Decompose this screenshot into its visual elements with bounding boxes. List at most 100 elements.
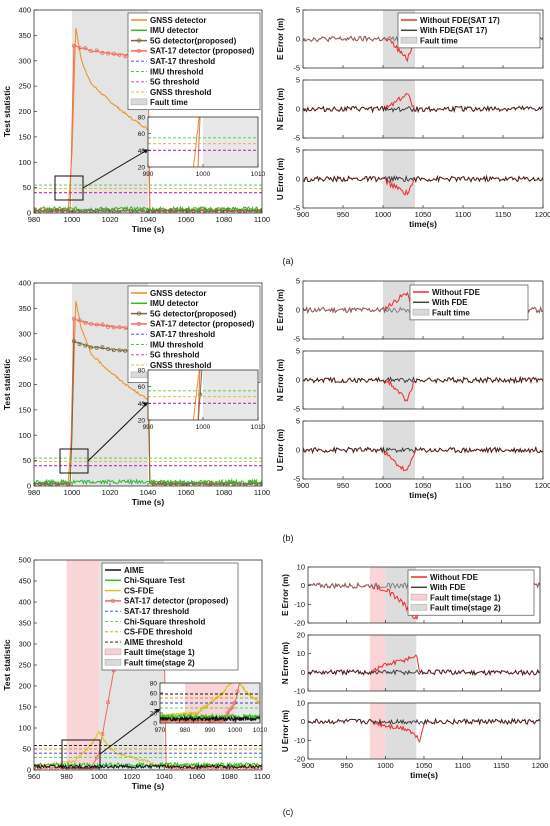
series-marker — [160, 433, 163, 436]
y-tick-label: 60 — [150, 691, 158, 698]
x-tick-label: 1020 — [102, 215, 119, 224]
legend-swatch — [130, 98, 148, 106]
legend-entry: With FDE(SAT 17) — [420, 26, 488, 35]
x-tick-label: 960 — [28, 772, 41, 781]
x-tick-label: 1080 — [221, 772, 238, 781]
x-tick-label: 1150 — [495, 481, 511, 490]
series-marker — [157, 178, 160, 181]
error-subplot: -5 0 5 E Error (m) — [276, 277, 544, 344]
series-marker — [100, 345, 105, 350]
x-tick-label: 1100 — [455, 761, 471, 770]
series-marker — [160, 178, 163, 181]
series-marker — [171, 177, 174, 180]
series-marker — [166, 179, 169, 182]
axes-frame — [302, 9, 544, 69]
series-marker — [60, 208, 65, 213]
with-fde-line — [303, 445, 543, 455]
series-marker — [94, 322, 99, 327]
legend-box — [101, 562, 239, 671]
series-marker — [152, 179, 155, 182]
y-tick-label: 5 — [296, 76, 300, 85]
series-marker — [258, 591, 261, 594]
series-marker — [237, 178, 240, 181]
x-tick-label: 1000 — [375, 210, 392, 219]
inset-fault-region — [203, 370, 258, 420]
fault-region-stage1 — [369, 635, 386, 691]
y-tick-label: 40 — [150, 701, 158, 708]
legend-box — [127, 285, 261, 383]
x-axis-label: time(s) — [410, 770, 438, 780]
error-series — [303, 174, 543, 196]
series-marker — [117, 348, 122, 353]
x-tick-label: 1040 — [156, 772, 173, 781]
x-tick-label: 1060 — [189, 772, 206, 781]
series-marker — [193, 178, 196, 181]
series-marker — [198, 392, 203, 397]
series-marker — [190, 178, 193, 181]
y-tick-label: 0 — [153, 721, 157, 728]
x-tick-label: 1200 — [535, 481, 550, 490]
x-tick-label: 1050 — [416, 761, 433, 770]
series-marker — [223, 202, 226, 205]
series-marker — [77, 210, 82, 213]
axes-frame — [302, 420, 544, 480]
series-marker — [179, 431, 182, 434]
error-subplot: -5 0 5 N Error (m) — [276, 76, 544, 143]
x-tick-label: 1200 — [535, 210, 550, 219]
y-tick-label: 200 — [18, 380, 31, 389]
fault-region-stage1 — [369, 567, 386, 623]
series-marker — [253, 613, 256, 616]
series-marker — [188, 179, 191, 182]
series-marker — [71, 43, 76, 48]
series-marker — [185, 178, 188, 181]
y-tick-label: 400 — [18, 6, 31, 15]
legend-entry: Fault time — [432, 308, 470, 317]
legend-entry: SAT-17 threshold — [150, 57, 215, 66]
legend-entry: AIME threshold — [124, 638, 183, 647]
series-marker — [218, 201, 221, 204]
series-marker — [191, 208, 196, 213]
y-axis-label: N Error (m) — [281, 642, 290, 685]
series-marker — [246, 647, 249, 650]
series-marker — [245, 167, 248, 170]
fault-region-stage1 — [66, 560, 100, 770]
y-tick-label: 400 — [18, 598, 31, 607]
series-marker — [111, 325, 116, 330]
series-marker — [188, 176, 191, 179]
series-marker — [171, 432, 174, 435]
y-tick-label: -5 — [293, 204, 300, 213]
legend-swatch — [412, 308, 430, 316]
series-marker — [180, 482, 185, 486]
series-marker — [174, 179, 177, 182]
series-marker — [160, 179, 163, 182]
y-tick-label: -20 — [294, 755, 305, 764]
series-marker — [168, 433, 171, 436]
x-tick-label: 1100 — [455, 210, 471, 219]
y-tick-label: 5 — [296, 146, 300, 155]
legend-box — [409, 284, 529, 321]
series-marker — [208, 209, 213, 213]
series-marker — [177, 177, 180, 180]
series-marker — [245, 178, 248, 181]
series-marker — [188, 430, 191, 433]
x-tick-label: 990 — [143, 424, 154, 431]
x-tick-label: 990 — [143, 171, 154, 178]
series-marker — [243, 657, 246, 660]
y-tick-label: 0 — [27, 482, 31, 491]
series-marker — [232, 202, 235, 205]
series-marker — [168, 208, 173, 213]
series-marker — [212, 200, 215, 203]
legend-entry: IMU threshold — [150, 340, 203, 349]
series-marker — [117, 209, 122, 213]
series-marker — [243, 167, 246, 170]
series-marker — [100, 322, 105, 327]
series-marker — [155, 180, 158, 183]
axes-frame — [307, 634, 541, 692]
x-tick-label: 980 — [28, 488, 41, 497]
series-marker — [89, 322, 93, 327]
y-tick-label: 0 — [296, 105, 300, 114]
y-tick-label: 300 — [18, 329, 31, 338]
series-marker — [123, 54, 128, 59]
series-marker — [106, 700, 111, 705]
series-marker — [177, 431, 180, 434]
